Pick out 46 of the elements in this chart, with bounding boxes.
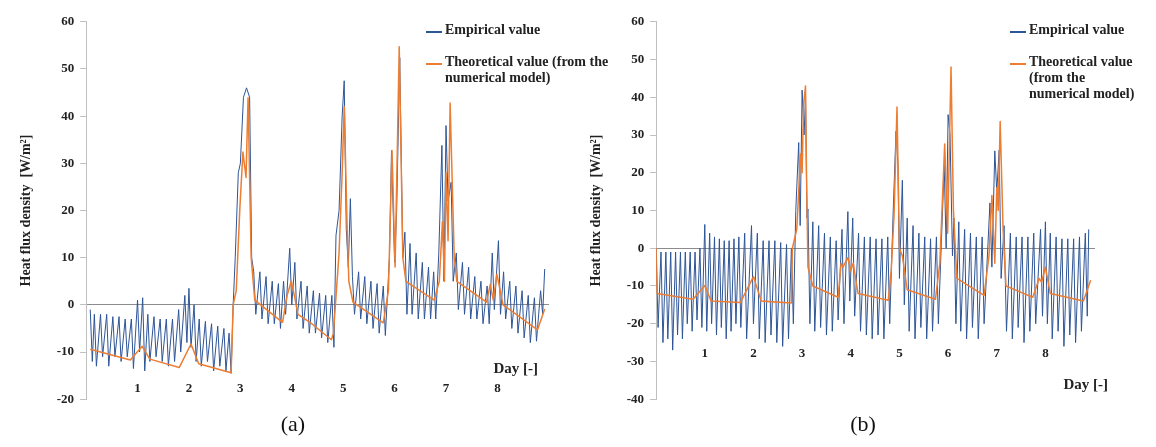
x-tick-label: 6 xyxy=(391,380,399,396)
y-tick-label: 60 xyxy=(631,13,645,29)
x-tick-label: 7 xyxy=(442,380,450,396)
legend-label: Empirical value xyxy=(1029,22,1125,38)
y-tick-label: 30 xyxy=(61,154,75,170)
y-tick-label: -30 xyxy=(626,352,645,368)
x-tick-label: 3 xyxy=(798,345,806,361)
y-tick-label: -20 xyxy=(626,315,645,331)
legend-label: Theoretical value (from the numerical model) xyxy=(445,54,610,86)
x-tick-label: 6 xyxy=(944,345,952,361)
y-tick-label: 30 xyxy=(631,126,645,142)
text: (a) xyxy=(279,411,307,437)
y-tick-label: -40 xyxy=(626,390,645,406)
y-tick-label: 10 xyxy=(631,201,645,217)
y-axis-title: Heat flux density [W/m²] xyxy=(18,134,34,287)
legend-label: Theoretical value (from the numerical model) xyxy=(1029,54,1136,102)
y-tick-label: 0 xyxy=(67,296,75,312)
legend-label: Empirical value xyxy=(445,22,541,38)
x-tick-label: 2 xyxy=(185,380,193,396)
x-tick-label: 8 xyxy=(494,380,502,396)
x-tick-label: 8 xyxy=(1042,345,1050,361)
y-tick-label: 40 xyxy=(631,88,645,104)
y-tick-label: 20 xyxy=(61,201,75,217)
x-tick-label: 4 xyxy=(847,345,855,361)
x-tick-label: 5 xyxy=(339,380,347,396)
text: (b) xyxy=(849,411,877,437)
y-tick-label: 20 xyxy=(631,164,645,180)
x-tick-label: 2 xyxy=(750,345,757,361)
y-tick-label: 0 xyxy=(637,239,645,255)
x-tick-label: 1 xyxy=(701,345,709,361)
y-tick-label: 50 xyxy=(61,60,75,76)
y-tick-label: -10 xyxy=(56,343,75,359)
x-tick-label: 5 xyxy=(896,345,904,361)
x-axis-title: Day [-] xyxy=(493,360,538,377)
x-axis-title: Day [-] xyxy=(1063,376,1108,393)
y-tick-label: 10 xyxy=(61,249,75,265)
y-tick-label: -10 xyxy=(626,277,645,293)
y-tick-label: 50 xyxy=(631,50,645,66)
y-tick-label: -20 xyxy=(56,390,75,406)
y-tick-label: 60 xyxy=(61,13,75,29)
x-tick-label: 4 xyxy=(288,380,296,396)
x-tick-label: 1 xyxy=(134,380,141,396)
x-tick-label: 7 xyxy=(993,345,1001,361)
y-axis-title: Heat flux density [W/m²] xyxy=(588,134,604,287)
y-tick-label: 40 xyxy=(61,107,75,123)
x-tick-label: 3 xyxy=(237,380,245,396)
